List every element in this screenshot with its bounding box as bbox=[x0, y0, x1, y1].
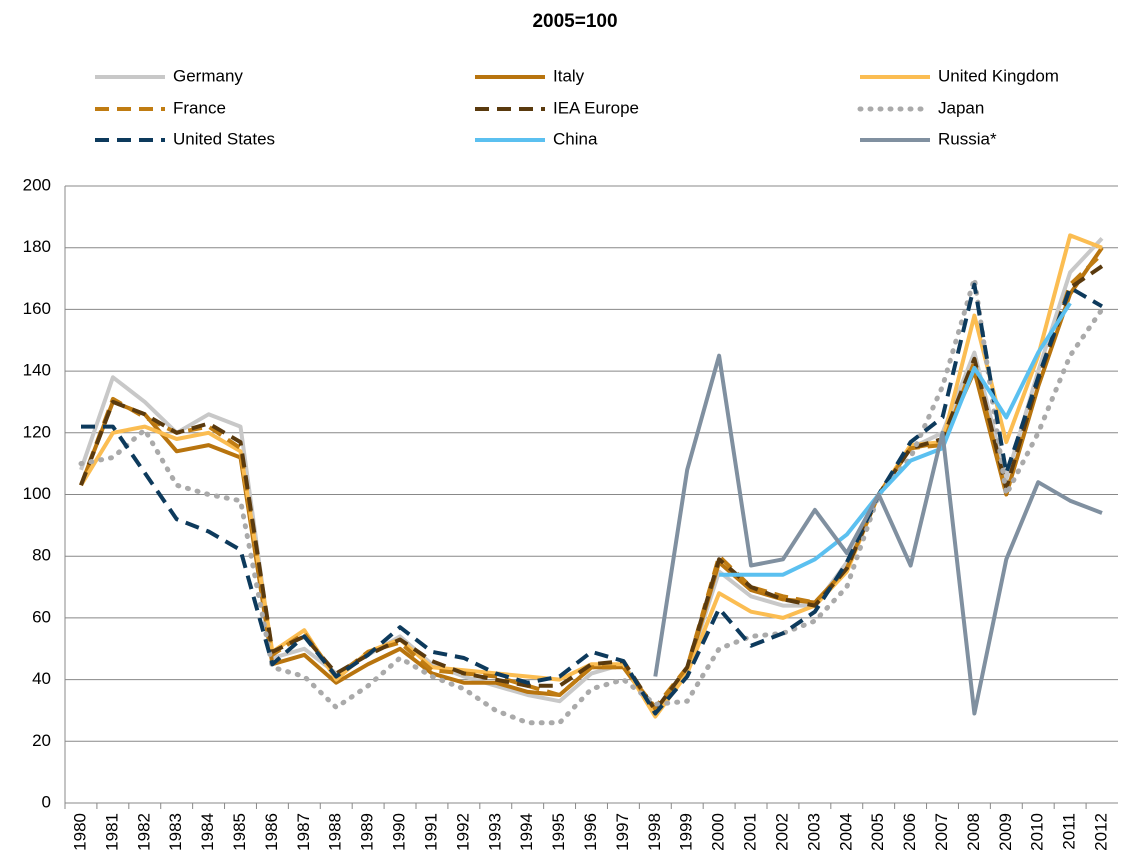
series-line bbox=[81, 282, 1104, 716]
legend-label: France bbox=[173, 98, 226, 117]
series-line bbox=[719, 302, 1072, 577]
legend-label: United States bbox=[173, 129, 275, 148]
x-tick-label: 1981 bbox=[102, 813, 121, 851]
x-tick-label: 1980 bbox=[70, 813, 89, 851]
y-tick-label: 100 bbox=[23, 484, 51, 503]
x-tick-label: 1991 bbox=[421, 813, 440, 851]
series-line bbox=[653, 353, 1103, 716]
x-tick-label: 2010 bbox=[1028, 813, 1047, 851]
x-tick-label: 1982 bbox=[134, 813, 153, 851]
x-tick-label: 1986 bbox=[262, 813, 281, 851]
x-tick-label: 1998 bbox=[645, 813, 664, 851]
legend-label: China bbox=[553, 129, 598, 148]
x-tick-label: 2009 bbox=[996, 813, 1015, 851]
x-tick-label: 1996 bbox=[581, 813, 600, 851]
y-tick-label: 200 bbox=[23, 175, 51, 194]
x-tick-label: 2001 bbox=[741, 813, 760, 851]
chart-title: 2005=100 bbox=[532, 11, 617, 32]
y-tick-label: 0 bbox=[42, 792, 51, 811]
x-tick-label: 2007 bbox=[932, 813, 951, 851]
legend-label: IEA Europe bbox=[553, 98, 639, 117]
x-tick-label: 2000 bbox=[709, 813, 728, 851]
y-tick-label: 20 bbox=[32, 731, 51, 750]
x-tick-label: 2012 bbox=[1092, 813, 1111, 851]
x-tick-label: 1995 bbox=[549, 813, 568, 851]
x-tick-label: 2006 bbox=[900, 813, 919, 851]
legend-label: Russia* bbox=[938, 129, 997, 148]
y-tick-label: 120 bbox=[23, 422, 51, 441]
legend-label: Germany bbox=[173, 66, 243, 85]
x-tick-label: 2005 bbox=[868, 813, 887, 851]
x-tick-label: 1999 bbox=[677, 813, 696, 851]
x-tick-label: 1987 bbox=[294, 813, 313, 851]
x-tick-label: 1984 bbox=[198, 813, 217, 851]
x-tick-label: 2011 bbox=[1060, 813, 1079, 850]
legend-label: Italy bbox=[553, 66, 585, 85]
y-tick-label: 180 bbox=[23, 237, 51, 256]
legend-label: United Kingdom bbox=[938, 66, 1059, 85]
x-tick-label: 1994 bbox=[517, 813, 536, 851]
x-tick-label: 1993 bbox=[485, 813, 504, 851]
x-tick-label: 1990 bbox=[390, 813, 409, 851]
legend-label: Japan bbox=[938, 98, 984, 117]
x-tick-label: 1983 bbox=[166, 813, 185, 851]
x-tick-label: 1985 bbox=[230, 813, 249, 851]
x-tick-label: 1988 bbox=[326, 813, 345, 851]
x-tick-label: 1992 bbox=[453, 813, 472, 851]
x-tick-label: 2004 bbox=[836, 813, 855, 851]
x-tick-label: 1997 bbox=[613, 813, 632, 851]
x-tick-label: 2008 bbox=[964, 813, 983, 851]
series-line bbox=[79, 252, 1104, 710]
y-tick-label: 160 bbox=[23, 299, 51, 318]
y-tick-label: 140 bbox=[23, 361, 51, 380]
series-line bbox=[79, 233, 1103, 719]
series-line bbox=[78, 276, 1105, 726]
x-tick-label: 2003 bbox=[804, 813, 823, 851]
y-tick-label: 40 bbox=[32, 669, 51, 688]
y-tick-label: 60 bbox=[32, 607, 51, 626]
y-tick-label: 80 bbox=[32, 546, 51, 565]
x-tick-label: 1989 bbox=[358, 813, 377, 851]
x-tick-label: 2002 bbox=[772, 813, 791, 851]
